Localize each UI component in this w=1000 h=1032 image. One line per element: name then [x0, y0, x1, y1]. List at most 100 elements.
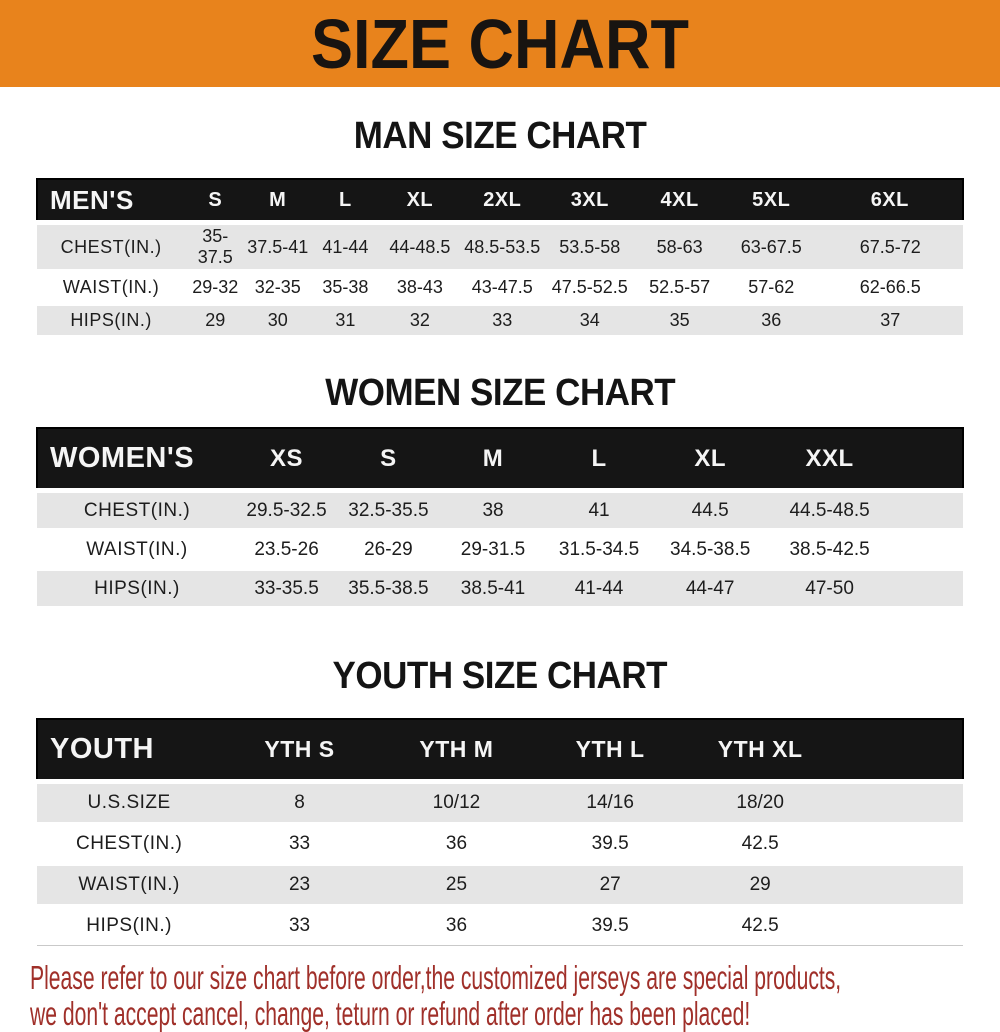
men-size-value-cell: 62-66.5 — [817, 271, 963, 306]
youth-size-value-cell: 23 — [221, 864, 378, 907]
men-size-value-cell: 57-62 — [724, 271, 818, 306]
men-size-value-cell: 52.5-57 — [634, 271, 725, 306]
women-size-chart-heading-text: WOMEN SIZE CHART — [324, 372, 676, 414]
men-size-value-cell: 37.5-41 — [245, 220, 311, 273]
youth-size-value-cell: 33 — [221, 905, 378, 946]
youth-row-label: U.S.SIZE — [37, 779, 222, 825]
men-size-chart-heading-text: MAN SIZE CHART — [353, 115, 647, 157]
women-size-value-cell: 44.5-48.5 — [767, 488, 892, 532]
men-size-value-cell: 29-32 — [185, 271, 246, 306]
women-table-row: HIPS(IN.) 33-35.5 35.5-38.5 38.5-41 41-44 44-… — [37, 569, 963, 610]
youth-row-filler — [835, 823, 963, 866]
women-size-value-cell: 35.5-38.5 — [336, 569, 441, 610]
men-size-value-cell: 32-35 — [245, 271, 311, 306]
order-policy-note: Please refer to our size chart before or… — [0, 960, 1000, 1032]
order-policy-line-2: we don't accept cancel, change, teturn o… — [30, 995, 751, 1032]
women-column-header: S — [336, 427, 441, 492]
women-size-value-cell: 38.5-42.5 — [767, 530, 892, 571]
youth-size-table-mount: YOUTH YTH S YTH M YTH L YTH XL U.S.SIZE 8 10/12… — [0, 718, 1000, 946]
men-size-value-cell: 35-37.5 — [185, 220, 246, 273]
women-size-value-cell: 29.5-32.5 — [237, 488, 337, 532]
men-size-value-cell: 63-67.5 — [724, 220, 818, 273]
youth-table-row: WAIST(IN.) 23 25 27 29 — [37, 864, 963, 907]
men-size-value-cell: 43-47.5 — [459, 271, 546, 306]
women-size-value-cell: 26-29 — [336, 530, 441, 571]
men-corner-label: MEN'S — [35, 178, 186, 224]
men-table-row: HIPS(IN.) 29 30 31 32 33 34 35 36 37 — [37, 304, 963, 339]
men-column-header: 2XL — [459, 178, 546, 224]
size-chart-banner: SIZE CHART — [0, 0, 1000, 87]
men-size-value-cell: 41-44 — [310, 220, 381, 273]
men-column-header: M — [245, 178, 311, 224]
youth-size-section: YOUTH SIZE CHART YOUTH YTH S YTH M YTH L YTH… — [0, 654, 1000, 946]
youth-row-filler — [835, 864, 963, 907]
youth-size-value-cell: 29 — [685, 864, 836, 907]
men-size-value-cell: 53.5-58 — [545, 220, 635, 273]
youth-size-value-cell: 36 — [377, 823, 536, 866]
women-size-value-cell: 32.5-35.5 — [336, 488, 441, 532]
women-size-value-cell: 29-31.5 — [440, 530, 546, 571]
youth-header-row: YOUTH YTH S YTH M YTH L YTH XL — [35, 718, 964, 783]
youth-size-value-cell: 18/20 — [685, 779, 836, 825]
youth-size-chart-heading: YOUTH SIZE CHART — [0, 654, 1000, 698]
men-size-value-cell: 36 — [724, 304, 818, 339]
women-size-value-cell: 44.5 — [652, 488, 768, 532]
men-size-table-mount: MEN'S S M L XL 2XL 3XL 4XL 5XL 6XL CHEST(IN.) 35-37… — [0, 178, 1000, 339]
women-size-value-cell: 41-44 — [545, 569, 653, 610]
men-column-header: L — [310, 178, 381, 224]
women-size-table-mount: WOMEN'S XS S M L XL XXL CHEST(IN.) 29.5-32.5 32.5… — [0, 427, 1000, 610]
women-column-header: XS — [237, 427, 337, 492]
women-row-label: CHEST(IN.) — [37, 488, 238, 532]
youth-column-header: YTH M — [377, 718, 536, 783]
women-row-filler — [891, 569, 963, 610]
women-size-value-cell: 44-47 — [652, 569, 768, 610]
youth-size-value-cell: 42.5 — [685, 905, 836, 946]
youth-row-label: CHEST(IN.) — [37, 823, 222, 866]
men-size-table: MEN'S S M L XL 2XL 3XL 4XL 5XL 6XL CHEST(IN.) 35-37… — [35, 178, 965, 339]
women-header-filler — [891, 427, 965, 492]
women-size-value-cell: 31.5-34.5 — [545, 530, 653, 571]
youth-table-row: HIPS(IN.) 33 36 39.5 42.5 — [37, 905, 963, 946]
women-row-filler — [891, 530, 963, 571]
men-column-header: 4XL — [634, 178, 725, 224]
men-size-section: MAN SIZE CHART MEN'S S M L XL 2XL 3XL 4XL 5XL 6XL… — [0, 114, 1000, 339]
youth-corner-label: YOUTH — [35, 718, 222, 783]
youth-size-value-cell: 14/16 — [535, 779, 686, 825]
youth-size-value-cell: 27 — [535, 864, 686, 907]
youth-size-value-cell: 10/12 — [377, 779, 536, 825]
men-row-label: CHEST(IN.) — [37, 220, 186, 273]
youth-size-table: YOUTH YTH S YTH M YTH L YTH XL U.S.SIZE 8 10/12… — [35, 718, 964, 946]
men-size-value-cell: 48.5-53.5 — [459, 220, 546, 273]
men-size-value-cell: 38-43 — [380, 271, 460, 306]
youth-column-header: YTH L — [535, 718, 686, 783]
youth-size-value-cell: 8 — [221, 779, 378, 825]
youth-row-label: HIPS(IN.) — [37, 905, 222, 946]
men-size-value-cell: 37 — [817, 304, 963, 339]
men-row-label: HIPS(IN.) — [37, 304, 186, 339]
women-size-value-cell: 47-50 — [767, 569, 892, 610]
youth-column-header: YTH S — [221, 718, 378, 783]
women-size-table: WOMEN'S XS S M L XL XXL CHEST(IN.) 29.5-32.5 32.5… — [35, 427, 965, 610]
women-size-value-cell: 38.5-41 — [440, 569, 546, 610]
youth-row-filler — [835, 779, 963, 825]
men-size-value-cell: 30 — [245, 304, 311, 339]
women-size-value-cell: 38 — [440, 488, 546, 532]
men-column-header: XL — [380, 178, 460, 224]
women-column-header: L — [545, 427, 653, 492]
men-column-header: 3XL — [545, 178, 635, 224]
men-size-value-cell: 35 — [634, 304, 725, 339]
women-corner-label: WOMEN'S — [35, 427, 238, 492]
women-row-label: WAIST(IN.) — [37, 530, 238, 571]
men-table-row: CHEST(IN.) 35-37.5 37.5-41 41-44 44-48.5 48.5… — [37, 220, 963, 273]
men-header-row: MEN'S S M L XL 2XL 3XL 4XL 5XL 6XL — [35, 178, 965, 224]
women-column-header: M — [440, 427, 546, 492]
youth-size-value-cell: 33 — [221, 823, 378, 866]
youth-size-value-cell: 39.5 — [535, 823, 686, 866]
men-size-value-cell: 33 — [459, 304, 546, 339]
women-header-row: WOMEN'S XS S M L XL XXL — [35, 427, 965, 492]
women-row-label: HIPS(IN.) — [37, 569, 238, 610]
youth-size-value-cell: 25 — [377, 864, 536, 907]
order-policy-line-1: Please refer to our size chart before or… — [30, 959, 842, 996]
women-size-section: WOMEN SIZE CHART WOMEN'S XS S M L XL XXL CHEST(… — [0, 371, 1000, 610]
youth-column-header: YTH XL — [685, 718, 836, 783]
